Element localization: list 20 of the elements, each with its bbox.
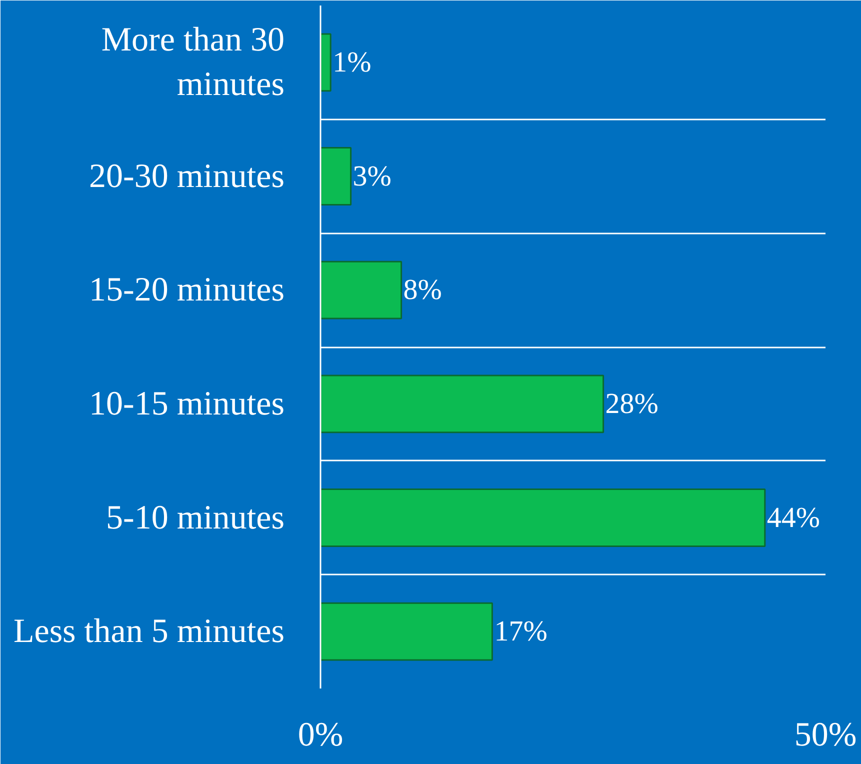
bar — [320, 602, 493, 661]
bar — [320, 33, 332, 92]
y-tick-label: More than 30 minutes — [101, 22, 285, 104]
data-label: 17% — [494, 616, 548, 648]
bar — [320, 260, 402, 320]
data-label: 28% — [605, 388, 658, 420]
bar — [320, 374, 604, 434]
y-tick-label: Less than 5 minutes — [13, 613, 285, 650]
bar — [320, 147, 352, 206]
data-label: 1% — [332, 46, 372, 78]
y-tick-label: 20-30 minutes — [89, 158, 284, 195]
x-tick-label: 50% — [794, 716, 857, 754]
data-label: 8% — [403, 274, 442, 306]
data-label: 3% — [352, 160, 392, 192]
x-tick-label: 0% — [298, 716, 344, 754]
data-label: 44% — [766, 502, 820, 534]
y-tick-label: 15-20 minutes — [89, 272, 284, 309]
bar — [320, 488, 766, 547]
y-tick-label: 10-15 minutes — [89, 385, 284, 422]
y-tick-label: 5-10 minutes — [106, 499, 284, 536]
